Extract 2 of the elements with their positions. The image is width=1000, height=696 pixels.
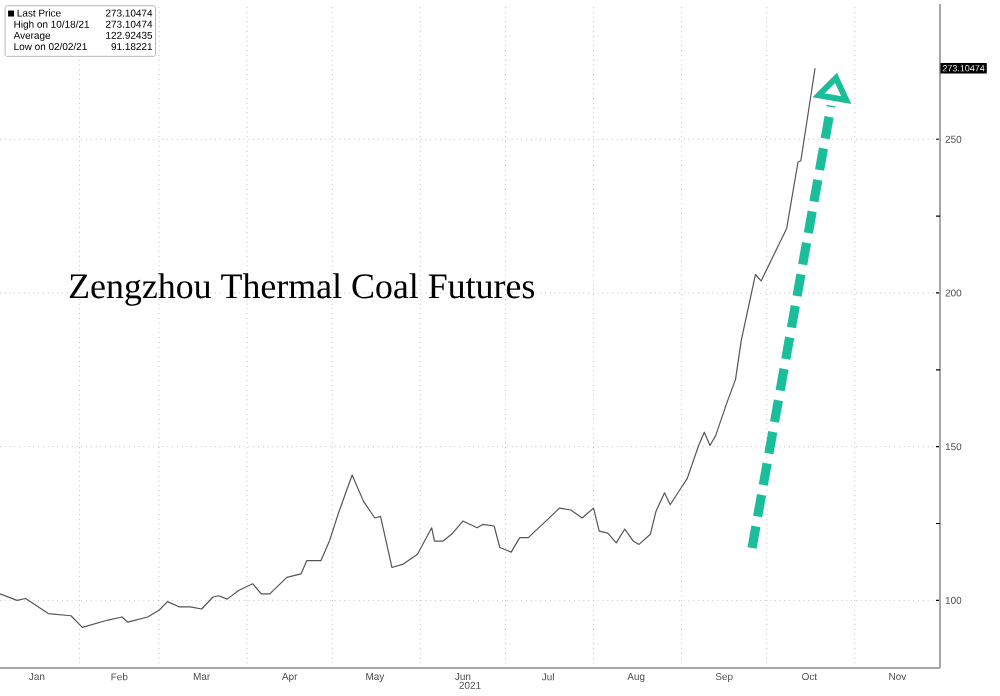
text: Zengzhou Thermal Coal Futures: [69, 273, 535, 306]
line-series: [0, 67, 816, 629]
